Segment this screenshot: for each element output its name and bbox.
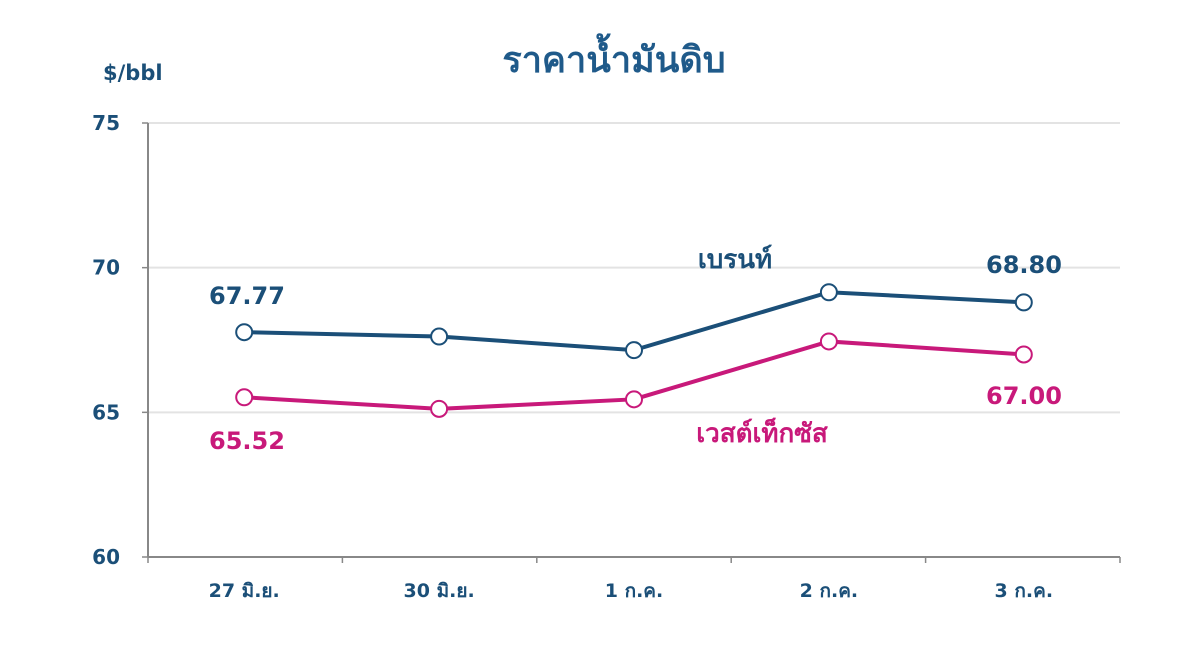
data-point xyxy=(625,390,643,409)
y-axis-label: $/bbl xyxy=(103,61,163,85)
x-tick-label: 2 ก.ค. xyxy=(800,580,858,602)
x-tick-label: 1 ก.ค. xyxy=(605,580,663,602)
x-tick-label: 3 ก.ค. xyxy=(995,580,1053,602)
data-point xyxy=(235,323,254,342)
chart-title: ราคาน้ำมันดิบ xyxy=(502,33,725,81)
x-tick-label: 27 มิ.ย. xyxy=(209,580,280,602)
x-tick-label: 30 มิ.ย. xyxy=(404,580,475,602)
data-point xyxy=(430,399,449,418)
series-name-label: เวสต์เท็กซัส xyxy=(696,417,828,449)
data-point xyxy=(1014,293,1033,312)
data-point xyxy=(235,388,254,407)
data-point xyxy=(1014,345,1033,364)
data-point xyxy=(819,332,838,351)
data-point xyxy=(819,283,838,302)
y-tick-label: 75 xyxy=(92,111,120,135)
y-tick-label: 60 xyxy=(92,545,120,569)
series-name-label: เบรนท์ xyxy=(698,244,772,275)
data-label: 67.00 xyxy=(986,382,1062,410)
y-tick-label: 70 xyxy=(92,256,120,280)
data-label: 67.77 xyxy=(209,282,285,310)
y-tick-label: 65 xyxy=(92,400,120,424)
data-point xyxy=(625,341,643,360)
data-label: 65.52 xyxy=(209,427,285,455)
data-label: 68.80 xyxy=(986,251,1062,279)
data-point xyxy=(430,327,449,346)
